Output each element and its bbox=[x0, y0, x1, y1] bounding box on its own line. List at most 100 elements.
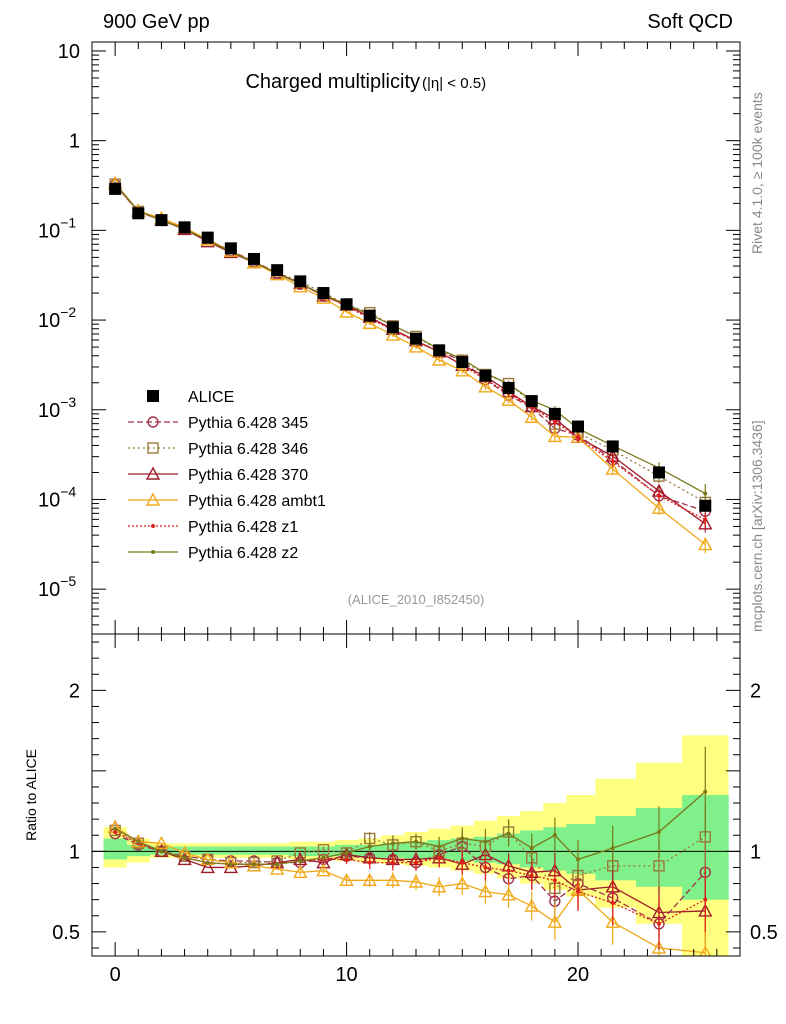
ratio-point bbox=[506, 831, 511, 836]
main-point bbox=[703, 491, 708, 496]
side-label-mcplots: mcplots.cern.ch [arXiv:1306.3436] bbox=[749, 420, 765, 632]
header-collision: 900 GeV pp bbox=[103, 11, 210, 33]
ratio-point bbox=[414, 839, 418, 844]
main-point bbox=[576, 435, 580, 440]
ratio-point bbox=[205, 860, 210, 865]
ratio-point bbox=[385, 872, 401, 887]
ratio-tick-label-left: 0.5 bbox=[52, 922, 80, 944]
ratio-tick-label-right: 0.5 bbox=[750, 922, 778, 944]
ratio-point bbox=[136, 839, 141, 844]
ratio-point bbox=[529, 873, 534, 878]
legend-marker bbox=[151, 550, 155, 554]
main-point bbox=[501, 392, 516, 406]
legend-label: Pythia 6.428 345 bbox=[188, 415, 308, 432]
legend-label: Pythia 6.428 346 bbox=[188, 441, 308, 458]
uncertainty-band-green bbox=[103, 838, 128, 860]
legend-entry: Pythia 6.428 346 bbox=[128, 441, 308, 458]
ratio-point bbox=[275, 862, 280, 867]
y-tick-label: 10 bbox=[58, 41, 80, 63]
ratio-point bbox=[200, 859, 215, 874]
main-point bbox=[339, 304, 354, 318]
ratio-point bbox=[610, 846, 615, 851]
ratio-point bbox=[414, 860, 418, 865]
ratio-point bbox=[437, 855, 442, 860]
data-point bbox=[606, 440, 619, 453]
legend-marker bbox=[147, 416, 159, 428]
ratio-point bbox=[576, 857, 580, 862]
ratio-point bbox=[339, 872, 354, 887]
ratio-line bbox=[114, 826, 706, 914]
ratio-point bbox=[455, 876, 470, 890]
legend-entry: Pythia 6.428 345 bbox=[128, 415, 308, 432]
main-point bbox=[431, 352, 447, 366]
ratio-ylabel: Ratio to ALICE bbox=[23, 749, 39, 841]
ratio-point bbox=[460, 860, 465, 865]
data-point bbox=[224, 242, 237, 255]
ratio-plot-content bbox=[92, 735, 740, 956]
main-point bbox=[362, 315, 377, 330]
legend-label: Pythia 6.428 z1 bbox=[188, 519, 298, 536]
data-point bbox=[502, 381, 515, 394]
main-point bbox=[698, 516, 713, 530]
ratio-point bbox=[131, 834, 146, 848]
legend-marker bbox=[145, 466, 161, 480]
legend-marker bbox=[147, 442, 159, 454]
uncertainty-band-green bbox=[219, 846, 243, 855]
ratio-line bbox=[114, 826, 706, 954]
legend-entry: ALICE bbox=[147, 389, 234, 406]
chart-title: Charged multiplicity bbox=[245, 71, 420, 93]
ratio-point bbox=[182, 855, 187, 860]
y-tick-label: 10−2 bbox=[38, 304, 76, 332]
ratio-point bbox=[605, 914, 620, 928]
ratio-tick-label-left: 1 bbox=[69, 841, 80, 863]
uncertainty-band-green bbox=[265, 846, 290, 855]
chart-title-cut: (|η| < 0.5) bbox=[422, 75, 486, 92]
analysis-tag: (ALICE_2010_I852450) bbox=[348, 592, 485, 607]
ratio-point bbox=[610, 900, 615, 905]
ratio-tick-label-right: 1 bbox=[750, 841, 761, 863]
ratio-point bbox=[293, 864, 308, 878]
x-tick-label: 20 bbox=[567, 964, 589, 986]
data-point bbox=[410, 332, 422, 345]
uncertainty-band-green bbox=[566, 823, 596, 874]
ratio-point bbox=[252, 862, 256, 867]
ratio-tick-label-left: 2 bbox=[69, 680, 80, 702]
ratio-point bbox=[223, 855, 239, 869]
ratio-point bbox=[344, 857, 349, 862]
ratio-y-axis: 2 2 1 1 0.5 0.5 bbox=[52, 641, 778, 949]
ratio-point bbox=[316, 863, 331, 877]
main-point bbox=[657, 493, 661, 498]
x-tick-label: 10 bbox=[335, 964, 357, 986]
data-point bbox=[548, 407, 561, 420]
ratio-point bbox=[113, 830, 118, 835]
main-plot-content bbox=[107, 175, 713, 554]
ratio-panel: 2 2 1 1 0.5 0.5 0 10 20 Ratio to ALICE bbox=[23, 42, 778, 986]
ratio-point bbox=[703, 789, 708, 794]
main-point bbox=[455, 363, 470, 377]
legend-marker bbox=[147, 390, 159, 402]
main-panel: 10 1 10−1 10−2 10−3 10−4 10−5 Charged multipli… bbox=[38, 41, 741, 635]
ratio-point bbox=[408, 874, 424, 888]
y-tick-label: 10−5 bbox=[38, 573, 76, 601]
data-point bbox=[271, 264, 284, 277]
y-tick-label: 10−4 bbox=[38, 483, 76, 511]
main-point bbox=[524, 409, 539, 423]
ratio-point bbox=[344, 850, 349, 855]
ratio-point bbox=[547, 914, 563, 928]
ratio-point bbox=[390, 860, 395, 865]
ratio-point bbox=[269, 855, 285, 869]
ratio-point bbox=[552, 878, 557, 883]
data-point bbox=[653, 466, 665, 479]
data-point bbox=[456, 356, 469, 369]
x-axis: 0 10 20 bbox=[91, 42, 741, 986]
data-point bbox=[433, 344, 446, 357]
main-point bbox=[651, 500, 667, 514]
ratio-line bbox=[114, 791, 706, 865]
ratio-point bbox=[529, 846, 534, 851]
ratio-point bbox=[653, 860, 665, 872]
data-point bbox=[178, 221, 191, 234]
main-point bbox=[478, 379, 493, 393]
legend-label: ALICE bbox=[188, 389, 234, 406]
ratio-point bbox=[367, 860, 372, 865]
